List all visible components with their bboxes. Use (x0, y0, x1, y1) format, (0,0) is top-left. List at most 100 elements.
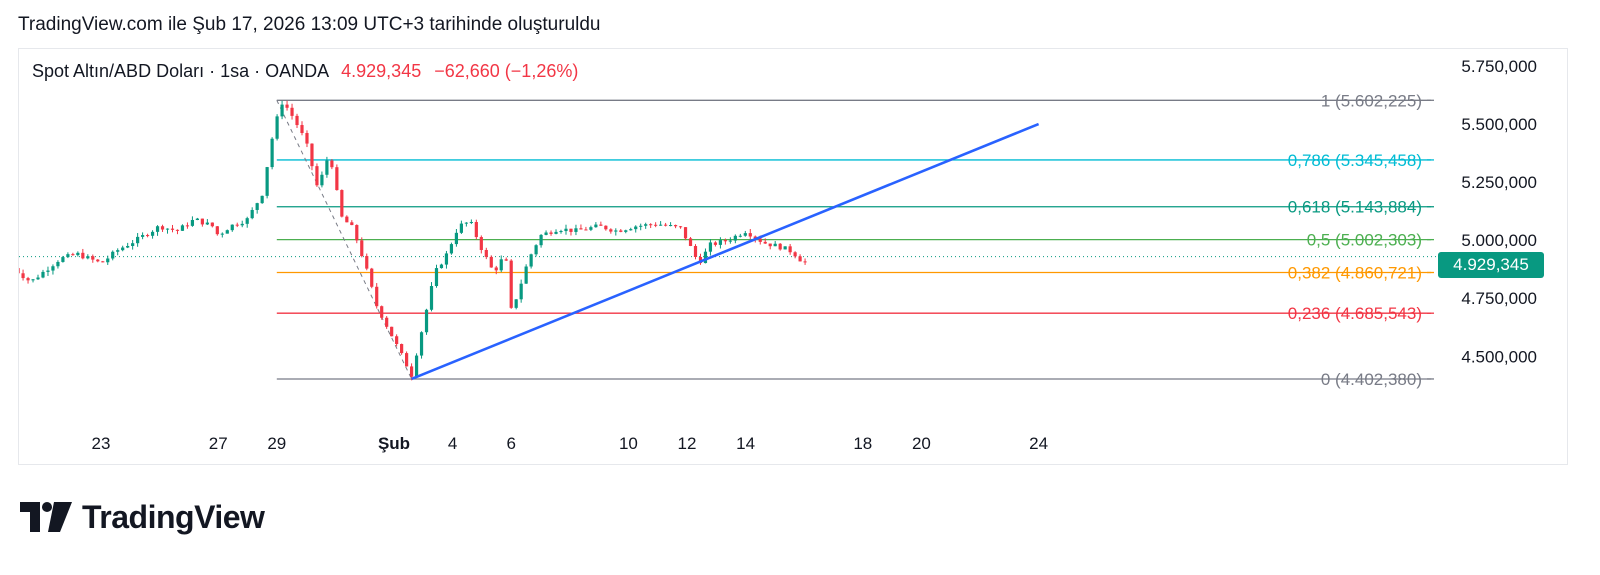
candle-body (205, 222, 209, 225)
fibonacci-retracement[interactable]: 1 (5.602,225) 0,786 (5.345,458) 0,618 (5.1… (276, 91, 1434, 389)
candle-body (614, 230, 618, 232)
candle-body (175, 229, 180, 231)
candle-body (529, 254, 533, 267)
price-chart[interactable]: 1 (5.602,225) 0,786 (5.345,458) 0,618 (5.1… (19, 49, 1567, 464)
candle-body (519, 283, 523, 300)
candle-body (375, 286, 379, 307)
candle-body (793, 252, 797, 257)
candle-body (444, 253, 449, 265)
last-price-tag: 4.929,345 (1438, 252, 1544, 278)
fib-level-label: 1 (5.602,225) (1321, 91, 1422, 110)
candle-body (758, 238, 762, 242)
y-tick-label: 4.750,000 (1461, 289, 1537, 308)
candle-body (629, 229, 633, 231)
candle-body (160, 226, 165, 230)
candle-body (195, 218, 199, 220)
candle-body (51, 266, 55, 271)
candle-body (783, 246, 787, 250)
candle-body (310, 143, 314, 167)
candle-body (235, 224, 239, 226)
candle-body (36, 277, 40, 280)
candle-body (56, 261, 60, 267)
trendline-layer[interactable] (411, 122, 1040, 381)
candle-body (365, 256, 369, 269)
candle-body (459, 223, 463, 233)
candle-body (330, 160, 334, 168)
candle-body (713, 242, 718, 245)
candle-body (400, 344, 404, 354)
symbol-legend: Spot Altın/ABD Doları · 1sa · OANDA 4.92… (32, 61, 578, 82)
candle-body (260, 195, 264, 204)
candle-body (285, 104, 289, 108)
candle-body (380, 306, 384, 318)
candle-body (76, 252, 80, 256)
candle-body (136, 236, 140, 244)
candle-body (649, 224, 653, 226)
chart-frame[interactable]: 1 (5.602,225) 0,786 (5.345,458) 0,618 (5.1… (18, 48, 1568, 465)
candle-body (26, 278, 30, 281)
candle-body (659, 224, 663, 226)
candle-body (559, 231, 563, 233)
candle-body (370, 268, 374, 287)
candle-body (21, 273, 25, 279)
candle-body (106, 258, 110, 263)
tradingview-logo-icon (20, 502, 72, 532)
candle-body (514, 299, 518, 308)
candle-body (141, 235, 145, 237)
tradingview-logo-text: TradingView (82, 498, 265, 535)
candle-body (738, 235, 742, 237)
candle-body (360, 240, 364, 257)
candle-body (116, 250, 120, 252)
candles-layer (19, 100, 807, 381)
candle-body (474, 222, 478, 238)
candle-body (554, 231, 558, 234)
candle-body (424, 309, 429, 333)
tradingview-logo[interactable]: TradingView (20, 497, 265, 537)
candle-body (325, 160, 329, 175)
candle-body (668, 225, 673, 227)
ascending-trendline (411, 122, 1040, 381)
y-tick-label: 5.250,000 (1461, 173, 1537, 192)
fib-level-label: 0,786 (5.345,458) (1288, 151, 1422, 170)
candle-body (91, 256, 95, 260)
candle-body (385, 317, 389, 327)
candle-body (250, 209, 254, 219)
candle-body (355, 225, 359, 241)
candle-body (165, 228, 170, 230)
candle-body (539, 234, 543, 246)
candle-body (494, 267, 498, 271)
candle-body (644, 224, 648, 226)
x-tick-label: Şub (378, 434, 410, 453)
y-tick-label: 5.500,000 (1461, 115, 1537, 134)
candle-body (185, 225, 190, 227)
candle-body (66, 254, 70, 258)
candle-body (639, 225, 643, 227)
candle-body (315, 166, 319, 186)
candle-body (155, 226, 160, 232)
candle-body (693, 245, 698, 258)
candle-body (320, 174, 324, 186)
fib-level-label: 0,5 (5.002,303) (1307, 231, 1422, 250)
candle-body (395, 336, 399, 345)
x-axis: 23 27 29 Şub 4 6 10 12 14 18 20 24 (92, 434, 1049, 453)
x-tick-label: 10 (619, 434, 638, 453)
candle-body (220, 233, 224, 235)
candle-body (664, 224, 668, 226)
candle-body (255, 203, 259, 210)
x-tick-label: 12 (678, 434, 697, 453)
candle-body (81, 252, 85, 259)
candle-body (703, 251, 708, 264)
candle-body (131, 243, 135, 246)
candle-body (61, 257, 65, 262)
candle-body (524, 266, 528, 284)
candle-body (225, 230, 229, 234)
candle-body (46, 270, 50, 272)
candle-body (609, 229, 613, 232)
candle-body (698, 257, 703, 264)
x-tick-label: 6 (506, 434, 515, 453)
candle-body (624, 230, 628, 232)
y-tick-label: 5.750,000 (1461, 57, 1537, 76)
candle-body (773, 243, 777, 247)
candle-body (439, 264, 444, 269)
candle-body (230, 224, 234, 231)
